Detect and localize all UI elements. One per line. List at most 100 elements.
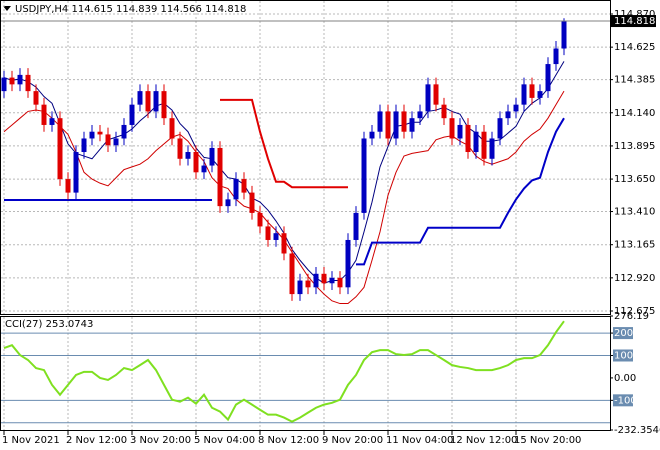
candle-body — [361, 138, 367, 213]
x-tick-label: 8 Nov 12:00 — [258, 435, 319, 446]
candle-body — [369, 131, 375, 139]
menu-icon — [3, 6, 11, 11]
candle-body — [169, 118, 175, 139]
candle-body — [337, 277, 343, 288]
candle-body — [105, 134, 111, 146]
candle-body — [401, 111, 407, 132]
y-tick-label: 113.895 — [614, 141, 655, 152]
candle-body — [217, 147, 223, 207]
x-tick-label: 1 Nov 2021 — [2, 435, 60, 446]
level-label-box — [613, 327, 633, 340]
candle-body — [233, 179, 239, 200]
candle-body — [545, 64, 551, 92]
x-tick-label: 11 Nov 04:00 — [386, 435, 453, 446]
current-price-label: 114.818 — [614, 16, 655, 27]
y-tick-label: 100 — [614, 350, 633, 361]
candle-body — [17, 74, 23, 85]
y-tick-label: 113.650 — [614, 174, 655, 185]
candle-body — [161, 91, 167, 119]
candle-body — [249, 192, 255, 213]
candle-body — [409, 118, 415, 132]
candle-body — [505, 111, 511, 119]
y-tick-label: 114.870 — [614, 9, 655, 20]
candle-body — [129, 104, 135, 125]
x-tick-label: 2 Nov 12:00 — [66, 435, 127, 446]
y-tick-label: 113.410 — [614, 207, 655, 218]
candle-body — [209, 147, 215, 166]
candle-body — [481, 131, 487, 159]
candle-body — [57, 118, 63, 180]
candle-body — [89, 131, 95, 139]
candle-body — [353, 212, 359, 240]
candle-body — [465, 124, 471, 153]
x-tick-label: 3 Nov 20:00 — [130, 435, 191, 446]
x-tick-label: 5 Nov 04:00 — [194, 435, 255, 446]
candle-body — [497, 118, 503, 139]
indicator-line — [220, 98, 348, 189]
candle-body — [305, 280, 311, 288]
candle-body — [297, 280, 303, 295]
candle-body — [417, 111, 423, 119]
candle-body — [385, 111, 391, 139]
indicator-title: CCI(27) 253.0743 — [5, 319, 93, 330]
candle-body — [329, 277, 335, 284]
y-tick-label: 276.19 — [614, 311, 649, 322]
candle-body — [377, 111, 383, 132]
candle-body — [257, 212, 263, 227]
indicator-panel — [0, 316, 611, 431]
candle-body — [73, 152, 79, 193]
candle-body — [345, 239, 351, 288]
candle-body — [561, 21, 567, 49]
candle-body — [289, 253, 295, 295]
candle-body — [313, 273, 319, 288]
y-tick-label: -232.3546 — [614, 425, 660, 436]
level-label-box — [613, 394, 633, 407]
candle-body — [25, 74, 31, 92]
candle-body — [145, 91, 151, 112]
candle-body — [393, 111, 399, 139]
candle-body — [281, 233, 287, 254]
candle-body — [97, 131, 103, 135]
candle-body — [153, 91, 159, 112]
candle-body — [513, 104, 519, 112]
candle-body — [433, 84, 439, 105]
candle-body — [449, 118, 455, 139]
candle-body — [177, 138, 183, 159]
candle-body — [529, 84, 535, 98]
candle-body — [65, 179, 71, 193]
candle-body — [321, 273, 327, 284]
current-price-box — [611, 15, 656, 28]
y-tick-label: 112.675 — [614, 306, 655, 317]
candle-body — [553, 48, 559, 65]
y-tick-label: 112.920 — [614, 273, 655, 284]
x-tick-label: 15 Nov 20:00 — [514, 435, 581, 446]
candle-body — [41, 104, 47, 125]
candle-body — [521, 84, 527, 105]
candle-body — [225, 199, 231, 207]
candle-body — [137, 91, 143, 105]
candle-body — [49, 118, 55, 125]
y-tick-label: 113.165 — [614, 240, 655, 251]
y-tick-label: -100 — [614, 395, 637, 406]
candle-body — [489, 138, 495, 159]
candle-body — [537, 91, 543, 98]
indicator-line — [3, 90, 565, 305]
x-tick-label: 12 Nov 12:00 — [450, 435, 517, 446]
y-tick-label: 114.385 — [614, 75, 655, 86]
candle-body — [33, 91, 39, 105]
y-tick-label: 200 — [614, 328, 633, 339]
candle-body — [81, 138, 87, 153]
indicator-line — [3, 320, 565, 423]
y-tick-label: 114.140 — [614, 108, 655, 119]
candle-body — [425, 84, 431, 112]
y-tick-label: 114.625 — [614, 42, 655, 53]
candle-body — [201, 165, 207, 173]
candle-body — [241, 179, 247, 193]
candle-body — [193, 152, 199, 173]
chart-title: USDJPY,H4 114.615 114.839 114.566 114.81… — [15, 4, 246, 15]
candle-body — [457, 124, 463, 139]
candle-body — [273, 233, 279, 240]
y-tick-label: 0.00 — [614, 373, 636, 384]
main-panel — [0, 0, 611, 315]
